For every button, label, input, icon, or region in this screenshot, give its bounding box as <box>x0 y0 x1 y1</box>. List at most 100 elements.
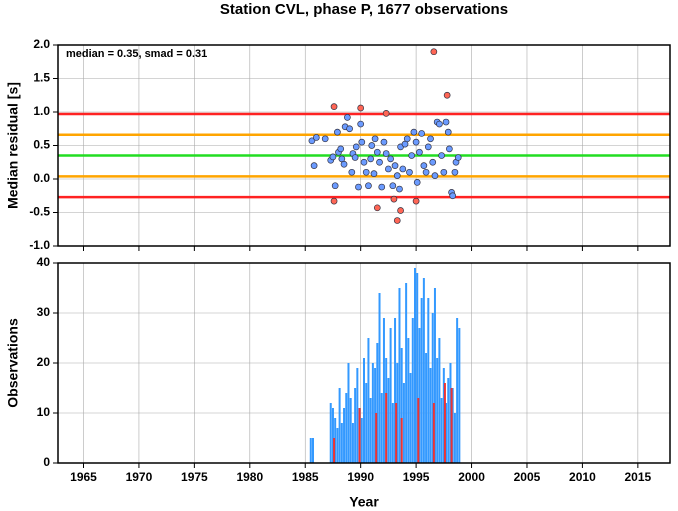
bar <box>395 403 398 463</box>
point <box>393 172 401 179</box>
bar <box>378 293 381 463</box>
bar <box>329 403 332 463</box>
point <box>368 142 376 149</box>
y-tick-label: 1.5 <box>33 71 50 85</box>
point <box>337 145 345 153</box>
bar <box>365 383 368 463</box>
point <box>355 183 362 191</box>
bar <box>367 338 370 463</box>
bar <box>456 318 459 463</box>
point <box>351 154 359 161</box>
point <box>382 150 390 157</box>
point <box>410 128 418 136</box>
point <box>408 152 416 159</box>
bar <box>442 368 445 463</box>
point <box>334 128 341 136</box>
point <box>406 168 413 176</box>
point <box>382 109 390 117</box>
bar <box>432 403 435 463</box>
x-tick-label: 2005 <box>514 470 541 484</box>
bar <box>450 388 453 463</box>
point <box>443 91 451 99</box>
point <box>346 125 353 133</box>
plot-frame <box>57 262 671 464</box>
plot-frame <box>57 44 671 247</box>
point <box>429 158 437 166</box>
bar <box>358 408 361 463</box>
point <box>373 204 381 212</box>
bar <box>389 328 392 463</box>
bar <box>387 378 390 463</box>
bar <box>416 273 419 463</box>
bar <box>420 298 423 463</box>
point <box>310 162 318 169</box>
point <box>416 148 423 156</box>
point <box>329 153 337 161</box>
y-axis-label: Observations <box>5 318 21 408</box>
bar <box>371 363 374 463</box>
bar <box>369 398 372 463</box>
y-tick-label: 40 <box>37 255 51 269</box>
point <box>403 135 411 143</box>
point <box>331 182 339 190</box>
bar <box>436 358 439 463</box>
point <box>344 114 351 121</box>
bar <box>333 438 336 463</box>
point <box>418 130 426 137</box>
x-tick-label: 1985 <box>292 470 319 484</box>
bar <box>414 268 416 463</box>
point <box>451 168 459 176</box>
point <box>390 195 398 203</box>
point <box>412 197 420 205</box>
bar <box>449 363 452 463</box>
bar <box>340 423 343 463</box>
bar <box>349 398 352 463</box>
point <box>427 135 434 143</box>
bar <box>354 388 357 463</box>
point <box>424 143 432 151</box>
bar <box>431 313 434 463</box>
x-tick-label: 2000 <box>458 470 485 484</box>
bar <box>402 383 405 463</box>
y-tick-label: 0 <box>43 455 50 469</box>
bar <box>380 393 383 463</box>
chart-title: Station CVL, phase P, 1677 observations <box>220 1 508 18</box>
point <box>378 183 386 191</box>
point <box>360 158 368 166</box>
point <box>389 182 397 190</box>
bar <box>309 438 312 463</box>
bar <box>425 353 428 463</box>
bar <box>338 388 341 463</box>
annotation: median = 0.35, smad = 0.31 <box>66 48 207 60</box>
bar <box>405 283 408 463</box>
x-axis-label: Year <box>349 494 379 510</box>
point <box>358 138 366 146</box>
y-tick-label: -1.0 <box>29 238 50 252</box>
bar <box>374 368 377 463</box>
point <box>422 168 430 176</box>
bar <box>440 398 443 463</box>
point <box>442 118 450 126</box>
bar <box>312 438 314 463</box>
point <box>444 128 452 136</box>
bar <box>391 403 394 463</box>
bar <box>427 298 430 463</box>
point <box>330 197 338 205</box>
point <box>430 48 438 56</box>
bar <box>331 408 334 463</box>
point <box>431 172 439 179</box>
x-tick-label: 1980 <box>236 470 263 484</box>
y-tick-label: 30 <box>37 305 51 319</box>
bar <box>418 328 421 463</box>
point <box>397 207 404 214</box>
x-tick-label: 1970 <box>126 470 153 484</box>
point <box>393 217 401 224</box>
bar <box>382 318 385 463</box>
x-tick-label: 1975 <box>181 470 208 484</box>
point <box>362 168 370 176</box>
bar <box>400 418 403 463</box>
point <box>436 120 443 128</box>
bar <box>411 318 414 463</box>
bar <box>438 338 441 463</box>
point <box>371 135 379 143</box>
